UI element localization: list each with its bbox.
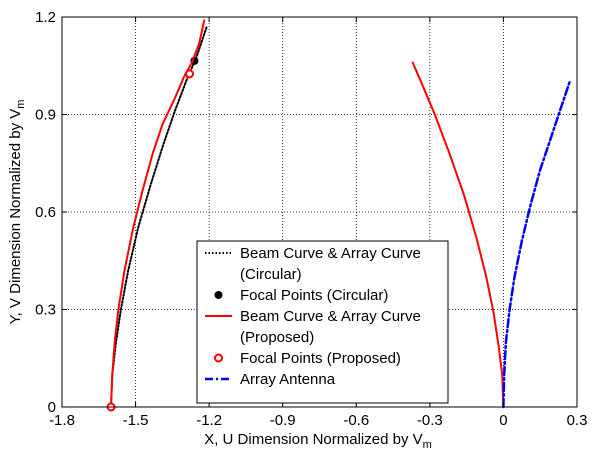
legend: Beam Curve & Array Curve (Circular) Focal … [196,240,449,404]
legend-label: Array Antenna [240,371,336,388]
x-axis-label: X, U Dimension Normalized by Vm [204,431,432,451]
x-tick-label: -1.2 [196,412,222,429]
legend-entry-1: Beam Curve & Array Curve (Circular) [205,245,421,283]
legend-label: Beam Curve & Array Curve [240,308,421,325]
y-tick-label: 0.6 [35,204,56,221]
legend-marker [214,353,223,363]
legend-entry-4: Focal Points (Proposed) [214,350,401,367]
series-line [110,19,206,408]
series-5 [502,80,571,409]
series-line [502,80,571,409]
x-tick-label: 0 [499,412,507,429]
x-axis-label-text: X, U Dimension Normalized by V [204,431,422,448]
x-axis-label-subscript: m [423,439,432,451]
series-line [110,25,208,408]
y-tick-label: 1.2 [35,9,56,26]
tick-labels: -1.8 -1.5 -1.2 -0.9 -0.6 -0.3 0 0.3 0 0.3 0.6 0.9 1.… [35,9,587,429]
legend-entry-3: Beam Curve & Array Curve (Proposed) [205,308,421,346]
data-point [185,69,195,79]
y-axis-label: Y, V Dimension Normalized by Vm [7,100,27,325]
y-tick-label: 0.9 [35,107,56,124]
series-4 [106,69,195,412]
legend-entry-5: Array Antenna [205,371,336,388]
x-tick-label: -0.3 [417,412,443,429]
y-tick-label: 0.3 [35,302,56,319]
legend-entries: Beam Curve & Array Curve (Circular) Focal … [205,245,421,388]
x-tick-label: -0.6 [343,412,369,429]
x-tick-label: -1.8 [49,412,75,429]
y-axis-label-subscript: m [15,100,27,109]
x-tick-label: 0.3 [567,412,588,429]
y-tick-label: 0 [48,399,56,416]
legend-label: Beam Curve & Array Curve [240,245,421,262]
legend-box [196,240,449,404]
series-1 [110,25,208,408]
legend-entry-2: Focal Points (Circular) [214,287,388,304]
legend-label: Focal Points (Proposed) [240,350,401,367]
x-tick-label: -0.9 [270,412,296,429]
y-axis-label-text: Y, V Dimension Normalized by V [7,109,24,325]
legend-marker [214,291,223,299]
series-3 [110,19,505,408]
legend-label: Focal Points (Circular) [240,287,388,304]
series-line [411,61,505,408]
legend-label: (Circular) [240,266,302,283]
x-tick-label: -1.5 [123,412,149,429]
ticks [61,16,578,408]
legend-label: (Proposed) [240,329,314,346]
